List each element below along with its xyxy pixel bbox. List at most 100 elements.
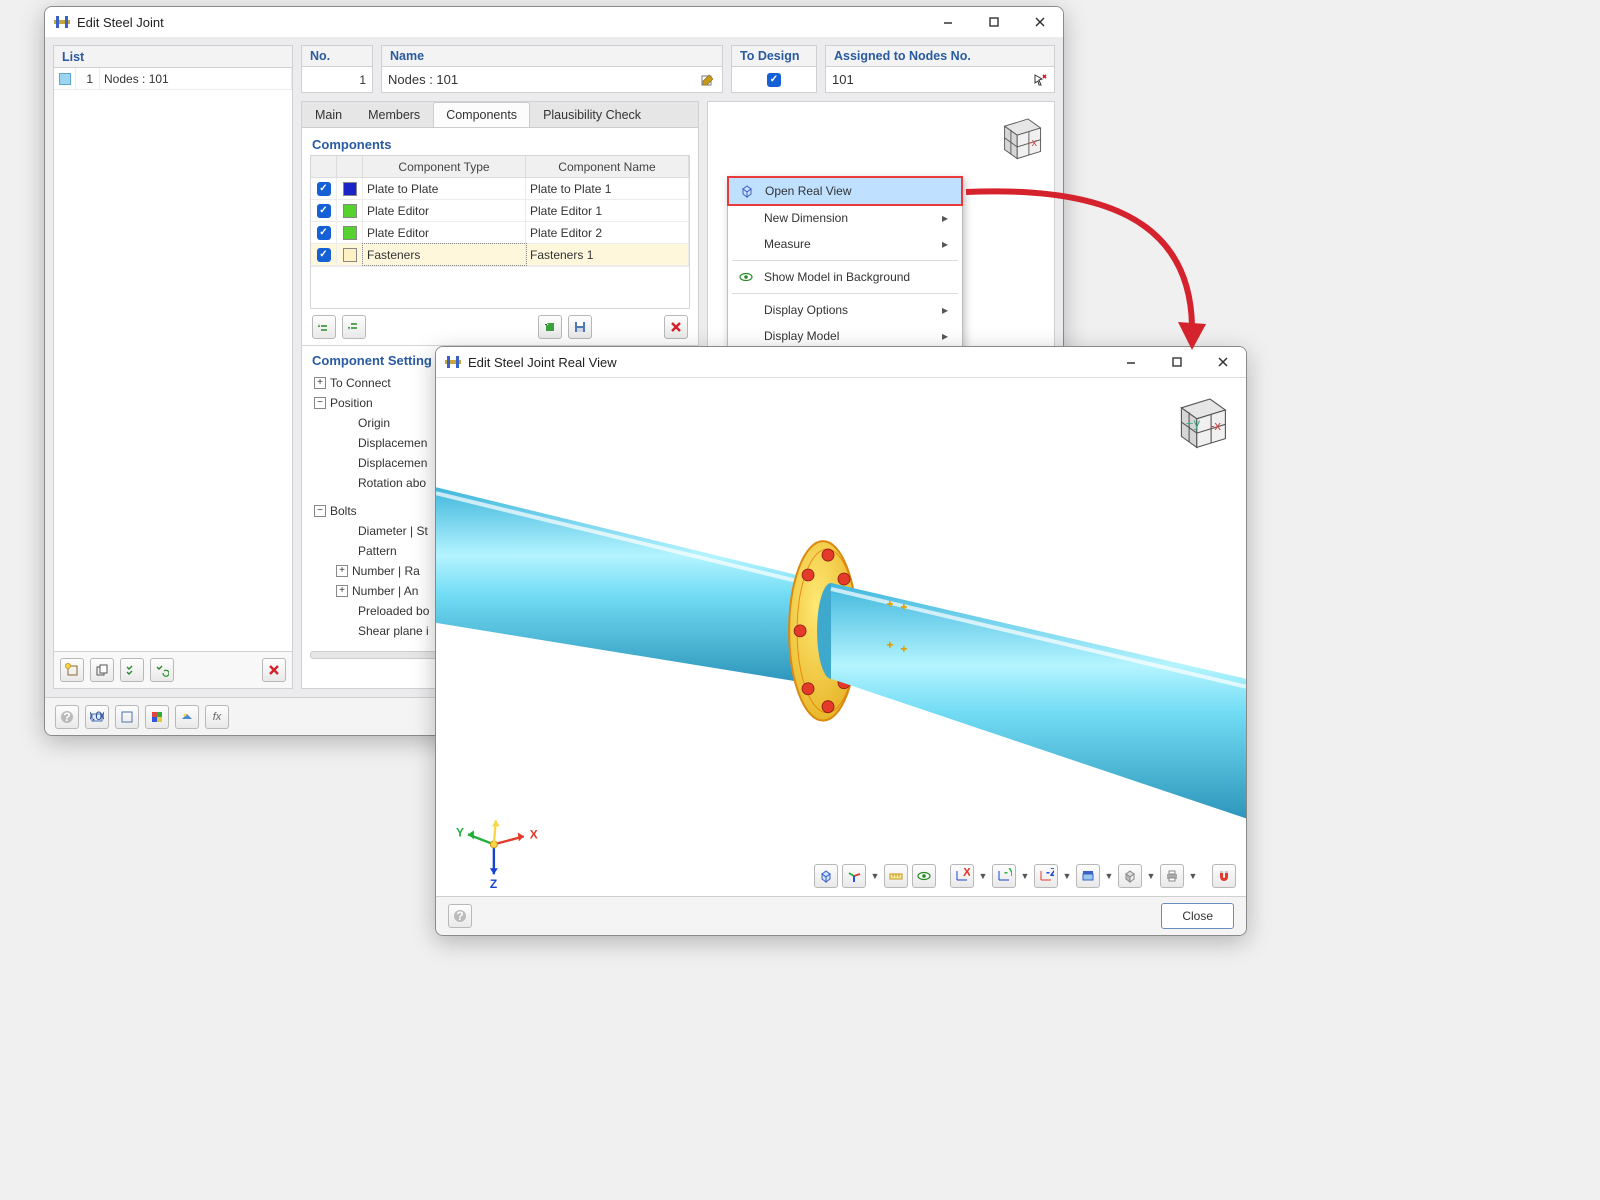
dropdown-icon[interactable]: ▼ [870, 871, 880, 881]
rv-help-button[interactable]: ? [448, 904, 472, 928]
minimize-button[interactable] [925, 7, 971, 37]
tree-item-label: Diameter | St [358, 521, 428, 541]
component-checkbox[interactable] [317, 182, 331, 196]
component-checkbox[interactable] [317, 226, 331, 240]
rv-close-label: Close [1182, 909, 1213, 923]
delete-list-item-button[interactable] [262, 658, 286, 682]
component-row[interactable]: Plate EditorPlate Editor 1 [311, 200, 689, 222]
component-color-icon [343, 204, 357, 218]
close-button[interactable] [1017, 7, 1063, 37]
component-name: Plate Editor 1 [526, 200, 689, 221]
list-item[interactable]: 1 Nodes : 101 [54, 68, 292, 90]
app-icon [444, 353, 462, 371]
move-up-button[interactable] [312, 315, 336, 339]
component-type: Plate Editor [363, 222, 526, 243]
new-list-item-button[interactable] [60, 658, 84, 682]
ctx-new-dimension[interactable]: New Dimension▸ [728, 205, 962, 231]
rv-maximize-button[interactable] [1154, 347, 1200, 377]
rv-z-view-button[interactable]: -Z [1034, 864, 1058, 888]
rv-close-button[interactable] [1200, 347, 1246, 377]
new-component-button[interactable] [538, 315, 562, 339]
component-checkbox[interactable] [317, 204, 331, 218]
tab-main[interactable]: Main [302, 102, 355, 127]
colors-button[interactable] [145, 705, 169, 729]
name-input[interactable] [388, 70, 693, 90]
maximize-button[interactable] [971, 7, 1017, 37]
rv-shade-button[interactable] [1118, 864, 1142, 888]
tree-item-label: Displacemen [358, 433, 427, 453]
ctx-show-model-in-background[interactable]: Show Model in Background [728, 264, 962, 290]
tree-item-label: Pattern [358, 541, 397, 561]
component-checkbox[interactable] [317, 248, 331, 262]
tree-expand-icon[interactable]: − [314, 397, 326, 409]
edit-name-icon[interactable] [699, 71, 716, 89]
list-item-index: 1 [76, 68, 100, 89]
tree-expand-icon[interactable]: + [336, 585, 348, 597]
help-button[interactable]: ? [55, 705, 79, 729]
fx-button[interactable]: fx [205, 705, 229, 729]
dropdown-icon[interactable]: ▼ [1104, 871, 1114, 881]
rv-close-dialog-button[interactable]: Close [1161, 903, 1234, 929]
rv-isometric-button[interactable] [814, 864, 838, 888]
rv-print-button[interactable] [1160, 864, 1184, 888]
todesign-checkbox[interactable] [767, 73, 781, 87]
units-button[interactable]: 0,00 [85, 705, 109, 729]
dropdown-icon[interactable]: ▼ [1062, 871, 1072, 881]
display-button[interactable] [175, 705, 199, 729]
component-row[interactable]: Plate to PlatePlate to Plate 1 [311, 178, 689, 200]
dropdown-icon[interactable]: ▼ [1188, 871, 1198, 881]
copy-list-item-button[interactable] [90, 658, 114, 682]
ctx-item-icon [737, 183, 757, 199]
svg-text:+y: +y [1186, 416, 1201, 431]
assigned-input[interactable] [832, 70, 1026, 90]
rv-x-view-button[interactable]: X [950, 864, 974, 888]
ctx-item-icon [736, 269, 756, 285]
axis-y-label: Y [456, 825, 464, 839]
name-label: Name [381, 45, 723, 67]
components-col-type: Component Type [363, 156, 526, 177]
dropdown-icon[interactable]: ▼ [1020, 871, 1030, 881]
tree-expand-icon[interactable]: + [314, 377, 326, 389]
tree-expand-icon[interactable]: + [336, 565, 348, 577]
svg-text:0,00: 0,00 [90, 710, 104, 723]
component-row[interactable]: FastenersFasteners 1 [311, 244, 689, 266]
pick-node-icon[interactable] [1032, 71, 1048, 89]
rv-measure-button[interactable] [884, 864, 908, 888]
tab-plausibility-check[interactable]: Plausibility Check [530, 102, 654, 127]
component-color-icon [343, 182, 357, 196]
ctx-display-options[interactable]: Display Options▸ [728, 297, 962, 323]
real-view-window: Edit Steel Joint Real View [435, 346, 1247, 936]
tree-item-label: Number | An [352, 581, 418, 601]
components-col-name: Component Name [526, 156, 689, 177]
ctx-measure[interactable]: Measure▸ [728, 231, 962, 257]
component-row[interactable]: Plate EditorPlate Editor 2 [311, 222, 689, 244]
rv-nav-cube-icon[interactable]: +y-x [1166, 388, 1232, 457]
view-button[interactable] [115, 705, 139, 729]
rv-magnet-button[interactable] [1212, 864, 1236, 888]
tree-expand-icon[interactable]: − [314, 505, 326, 517]
svg-text:?: ? [456, 909, 463, 923]
component-type: Plate Editor [363, 200, 526, 221]
no-value: 1 [359, 73, 366, 87]
realview-titlebar: Edit Steel Joint Real View [436, 347, 1246, 377]
list-panel: List 1 Nodes : 101 [53, 45, 293, 689]
checklist-button-1[interactable] [120, 658, 144, 682]
rv-section-button[interactable] [1076, 864, 1100, 888]
dropdown-icon[interactable]: ▼ [978, 871, 988, 881]
rv-y-view-button[interactable]: -Y [992, 864, 1016, 888]
tab-members[interactable]: Members [355, 102, 433, 127]
checklist-button-2[interactable] [150, 658, 174, 682]
realview-canvas[interactable]: X Y Z +y-x ▼ X ▼ -Y ▼ -Z ▼ [436, 377, 1246, 896]
move-down-button[interactable] [342, 315, 366, 339]
rv-minimize-button[interactable] [1108, 347, 1154, 377]
nav-cube-icon[interactable]: -x [992, 110, 1046, 167]
rv-eye-button[interactable] [912, 864, 936, 888]
dropdown-icon[interactable]: ▼ [1146, 871, 1156, 881]
save-component-button[interactable] [568, 315, 592, 339]
rv-axes-button[interactable] [842, 864, 866, 888]
svg-text:-Y: -Y [1004, 868, 1012, 879]
delete-component-button[interactable] [664, 315, 688, 339]
ctx-open-real-view[interactable]: Open Real View [728, 177, 962, 205]
tree-item-label: Displacemen [358, 453, 427, 473]
tab-components[interactable]: Components [433, 102, 530, 127]
